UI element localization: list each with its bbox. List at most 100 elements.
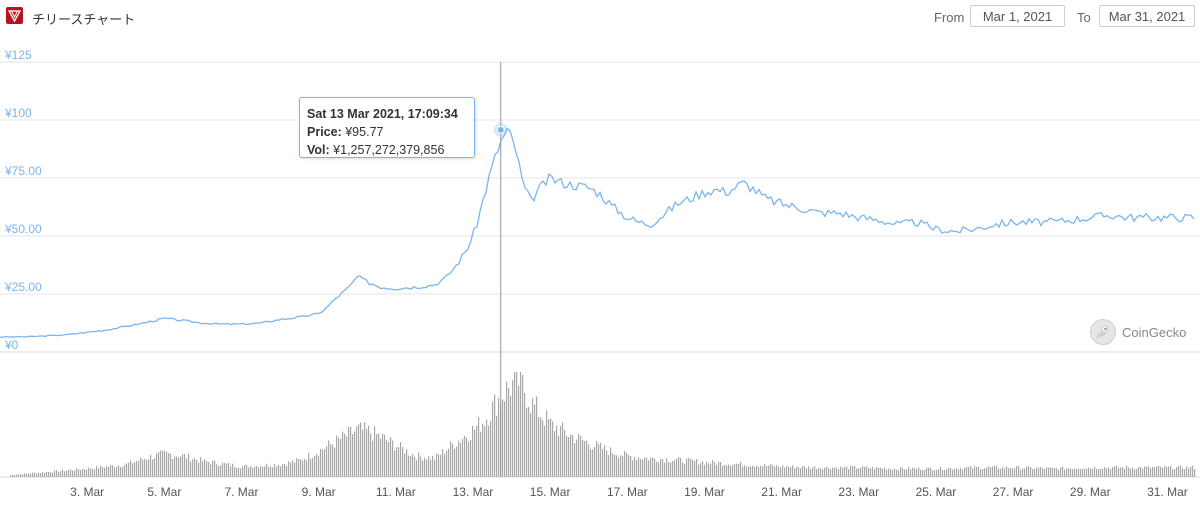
volume-bar: [428, 456, 430, 477]
volume-bar: [1088, 467, 1090, 477]
volume-bar: [820, 468, 822, 477]
volume-bar: [958, 469, 960, 477]
volume-bar: [30, 473, 32, 477]
volume-bar: [670, 462, 672, 477]
volume-bar: [1056, 468, 1058, 477]
volume-bar: [276, 466, 278, 477]
volume-bar: [70, 469, 72, 477]
volume-bar: [744, 465, 746, 477]
volume-bar: [180, 456, 182, 477]
volume-bar: [976, 466, 978, 477]
highlight-point[interactable]: [496, 125, 505, 134]
volume-bar: [136, 461, 138, 477]
volume-bar: [974, 466, 976, 477]
volume-bar: [734, 463, 736, 477]
volume-bar: [800, 468, 802, 477]
volume-bar: [804, 466, 806, 477]
volume-bar: [520, 372, 522, 477]
x-tick-label: 25. Mar: [916, 485, 957, 499]
volume-bar: [618, 457, 620, 477]
volume-bar: [868, 468, 870, 477]
volume-bar: [894, 468, 896, 477]
volume-bar: [1132, 467, 1134, 477]
volume-bar: [246, 464, 248, 477]
volume-bar: [452, 443, 454, 477]
volume-bar: [808, 466, 810, 477]
volume-bar: [192, 459, 194, 477]
volume-bar: [828, 468, 830, 477]
volume-bar: [1068, 468, 1070, 477]
volume-bar: [604, 445, 606, 477]
volume-bar: [652, 457, 654, 477]
volume-bar: [498, 398, 500, 477]
volume-bar: [772, 465, 774, 477]
volume-bar: [530, 412, 532, 477]
volume-bar: [150, 455, 152, 477]
volume-bar: [316, 454, 318, 477]
volume-bar: [714, 462, 716, 477]
chart-header: チリースチャート From Mar 1, 2021 To Mar 31, 202…: [0, 0, 1200, 34]
volume-bar: [900, 466, 902, 477]
volume-bar: [274, 464, 276, 477]
volume-bar: [1026, 466, 1028, 477]
volume-bar: [1188, 468, 1190, 477]
volume-bar: [1128, 467, 1130, 477]
volume-bar: [416, 460, 418, 477]
volume-bar: [1064, 469, 1066, 477]
y-tick-label: ¥100: [4, 106, 32, 120]
volume-bar: [168, 453, 170, 477]
volume-bar: [600, 442, 602, 477]
volume-bar: [1122, 467, 1124, 477]
volume-bar: [914, 468, 916, 477]
volume-bar: [556, 426, 558, 477]
tooltip-price-label: Price:: [307, 125, 342, 139]
volume-bar: [1094, 466, 1096, 477]
volume-bar: [314, 456, 316, 477]
volume-bar: [1140, 466, 1142, 477]
volume-bar: [710, 463, 712, 477]
volume-bar: [324, 449, 326, 477]
volume-bar: [1118, 467, 1120, 477]
volume-bar: [282, 464, 284, 477]
volume-bar: [104, 467, 106, 477]
volume-bar: [224, 463, 226, 477]
volume-bar: [326, 446, 328, 477]
volume-bar: [630, 455, 632, 477]
volume-bar: [876, 466, 878, 477]
volume-bar: [912, 467, 914, 477]
volume-bar: [742, 466, 744, 477]
grid-lines: [0, 61, 1200, 478]
volume-bar: [862, 466, 864, 477]
volume-bar: [24, 473, 26, 477]
volume-bar: [818, 467, 820, 477]
to-label: To: [1077, 10, 1091, 25]
volume-bar: [792, 465, 794, 477]
to-date-input[interactable]: Mar 31, 2021: [1099, 5, 1195, 27]
price-line: [0, 127, 1195, 338]
volume-bar: [966, 467, 968, 477]
volume-bar: [1168, 466, 1170, 477]
gecko-icon: [1090, 319, 1116, 345]
volume-bar: [34, 472, 36, 477]
tooltip-vol-value: ¥1,257,272,379,856: [333, 143, 445, 157]
volume-bar: [642, 459, 644, 477]
volume-bar: [612, 453, 614, 477]
volume-bar: [646, 457, 648, 477]
volume-bar: [1046, 467, 1048, 477]
volume-bar: [114, 467, 116, 477]
y-tick-label: ¥0: [4, 338, 19, 352]
x-tick-label: 9. Mar: [302, 485, 336, 499]
volume-bar: [1130, 468, 1132, 477]
volume-bar: [322, 449, 324, 477]
volume-bar: [156, 453, 158, 477]
volume-bar: [1034, 468, 1036, 477]
volume-bar: [488, 425, 490, 477]
volume-bar: [1174, 469, 1176, 477]
volume-bar: [476, 425, 478, 477]
volume-bar: [120, 466, 122, 477]
from-date-input[interactable]: Mar 1, 2021: [970, 5, 1065, 27]
x-tick-label: 15. Mar: [530, 485, 571, 499]
volume-bar: [1024, 468, 1026, 477]
volume-bar: [788, 466, 790, 477]
